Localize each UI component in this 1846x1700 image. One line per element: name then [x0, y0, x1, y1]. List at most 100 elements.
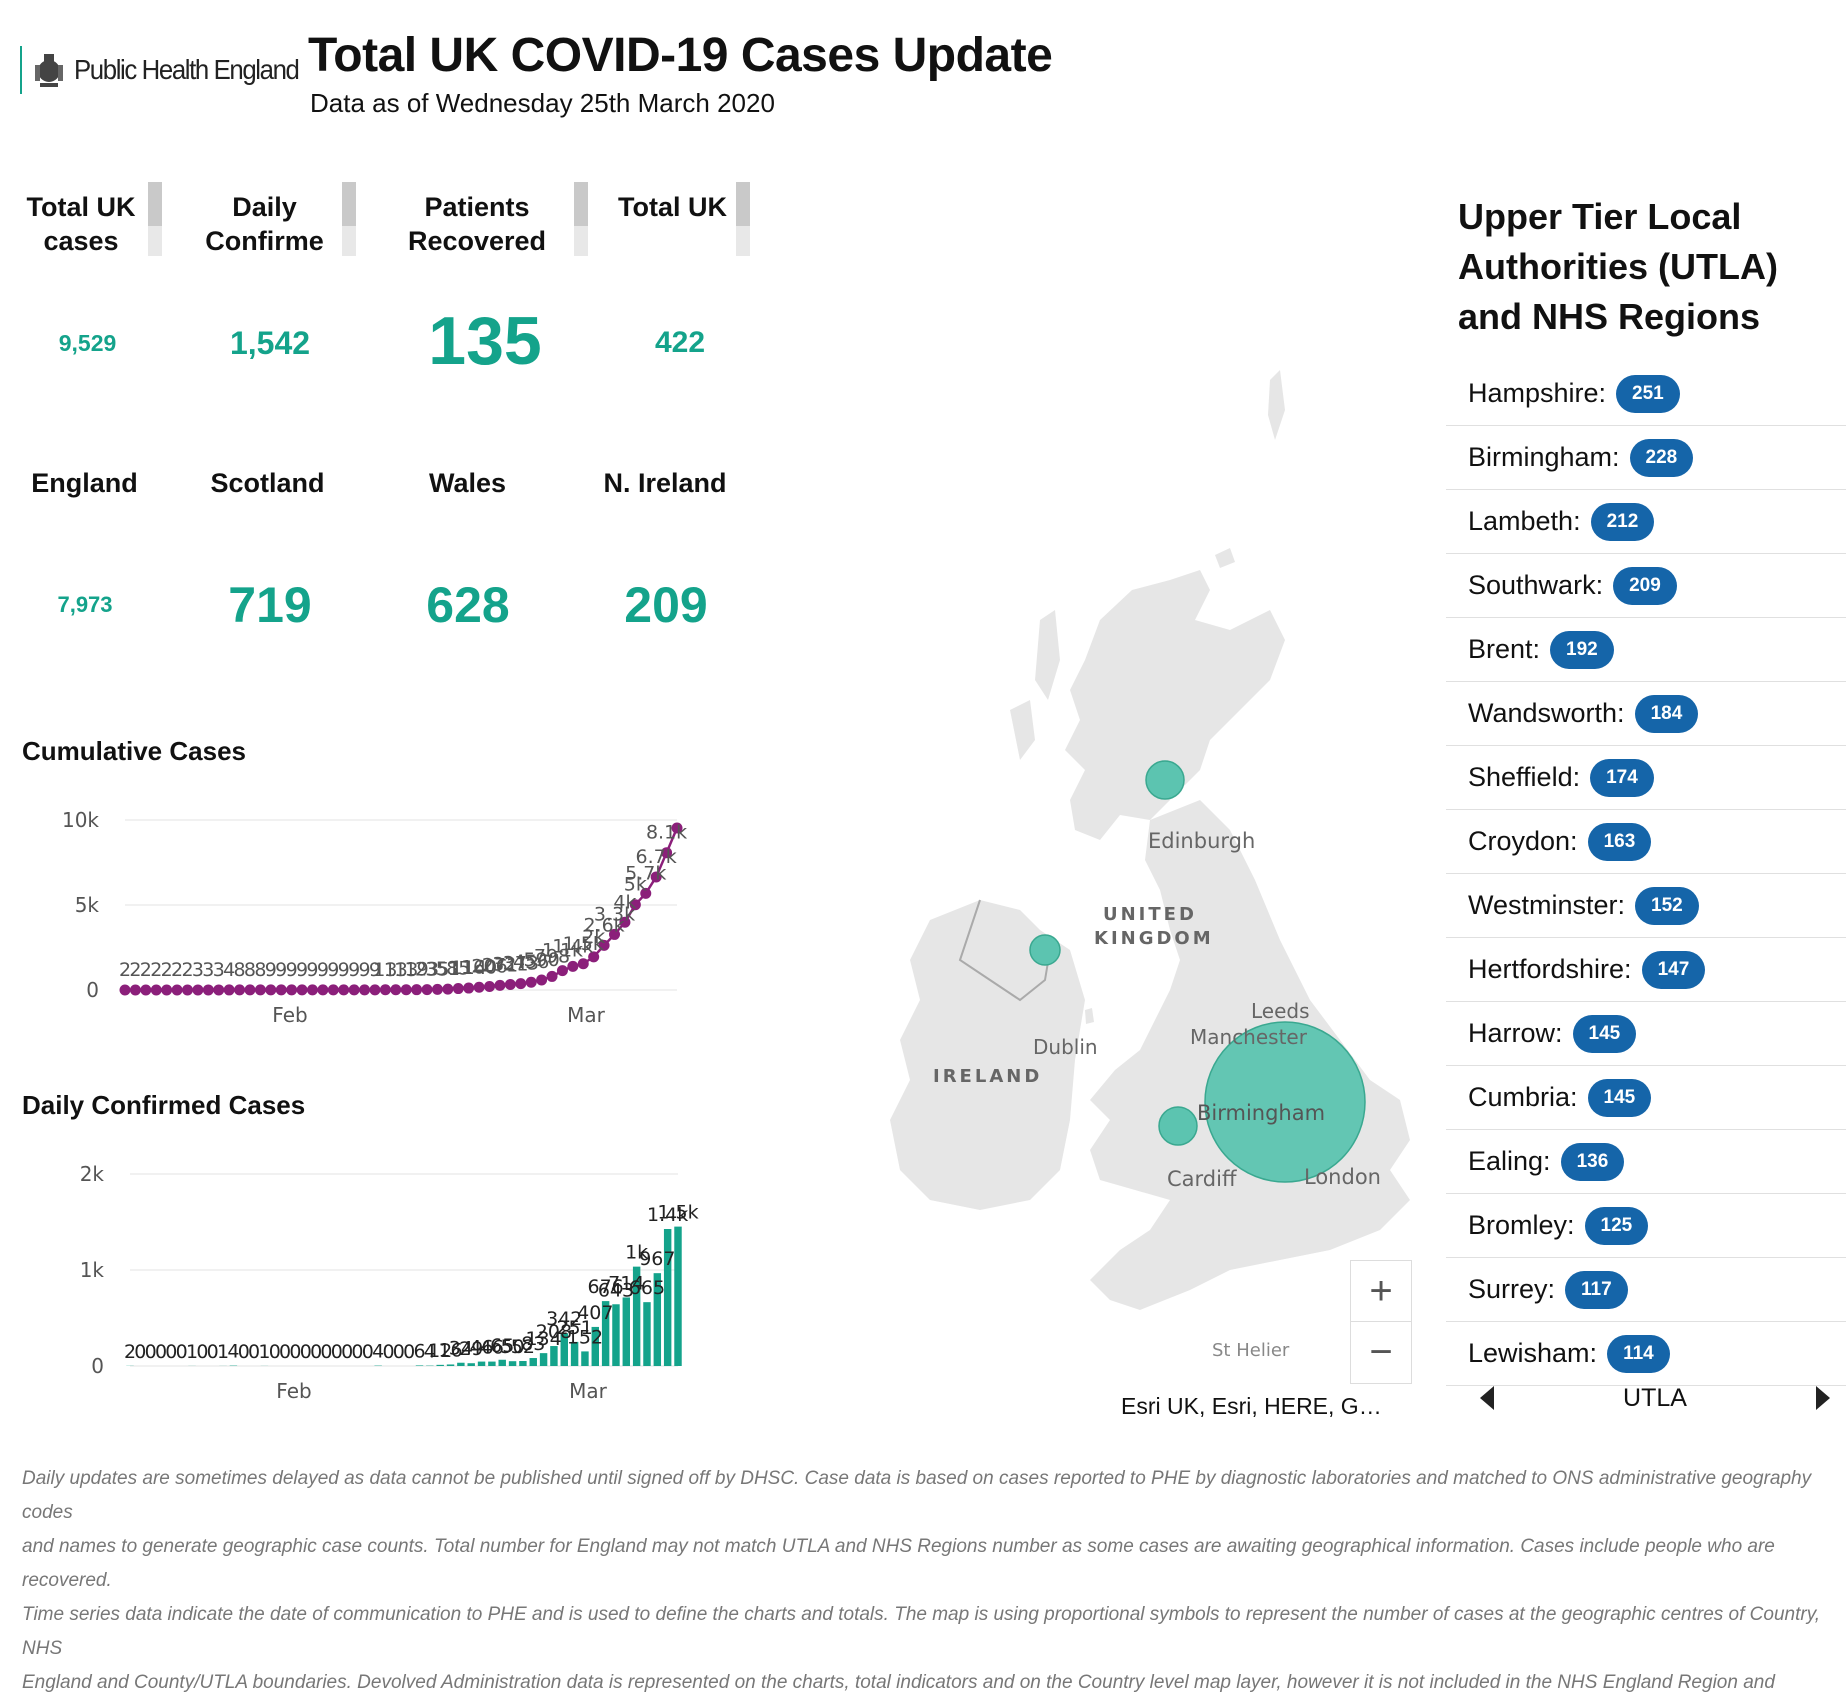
data-point[interactable]	[338, 984, 349, 995]
bar[interactable]	[530, 1358, 537, 1366]
utla-list-item[interactable]: Southwark:209	[1446, 554, 1846, 618]
indicator-scrollbar[interactable]	[736, 182, 750, 256]
data-point[interactable]	[234, 984, 245, 995]
utla-list-item[interactable]: Croydon:163	[1446, 810, 1846, 874]
indicator-scrollbar[interactable]	[148, 182, 162, 256]
utla-list-item[interactable]: Harrow:145	[1446, 1002, 1846, 1066]
utla-list-item[interactable]: Sheffield:174	[1446, 746, 1846, 810]
utla-count-badge: 184	[1635, 695, 1699, 733]
bar[interactable]	[643, 1302, 650, 1366]
map-attribution[interactable]: Esri UK, Esri, HERE, G…	[1115, 1390, 1431, 1422]
utla-list-item[interactable]: Lewisham:114	[1446, 1322, 1846, 1386]
utla-name: Westminster:	[1468, 890, 1625, 921]
bar[interactable]	[509, 1361, 516, 1366]
data-point[interactable]	[151, 984, 162, 995]
bar[interactable]	[488, 1362, 495, 1366]
data-point[interactable]	[328, 984, 339, 995]
map-label-kingdom: KINGDOM	[1094, 928, 1214, 949]
data-point[interactable]	[140, 984, 151, 995]
data-point[interactable]	[265, 984, 276, 995]
utla-pager-label: UTLA	[1623, 1384, 1687, 1413]
data-point[interactable]	[244, 984, 255, 995]
data-point[interactable]	[172, 984, 183, 995]
zoom-out-button[interactable]: −	[1351, 1322, 1411, 1382]
data-point[interactable]	[453, 983, 464, 994]
utla-list-item[interactable]: Cumbria:145	[1446, 1066, 1846, 1130]
data-point[interactable]	[474, 982, 485, 993]
data-point[interactable]	[182, 984, 193, 995]
bar[interactable]	[447, 1364, 454, 1366]
data-point[interactable]	[484, 981, 495, 992]
bar[interactable]	[519, 1361, 526, 1366]
data-point[interactable]	[390, 984, 401, 995]
utla-list-item[interactable]: Lambeth:212	[1446, 490, 1846, 554]
utla-list-item[interactable]: Ealing:136	[1446, 1130, 1846, 1194]
data-point[interactable]	[380, 984, 391, 995]
cases-map[interactable]: Edinburgh UNITED KINGDOM Leeds Mancheste…	[870, 240, 1425, 1425]
data-point[interactable]	[192, 984, 203, 995]
utla-count-badge: 163	[1588, 823, 1652, 861]
indicator-scrollbar[interactable]	[342, 182, 356, 256]
zoom-in-button[interactable]: +	[1351, 1261, 1411, 1322]
utla-list-item[interactable]: Westminster:152	[1446, 874, 1846, 938]
data-point[interactable]	[130, 984, 141, 995]
bar[interactable]	[499, 1360, 506, 1366]
bar[interactable]	[581, 1351, 588, 1366]
footer-line: Time series data indicate the date of co…	[22, 1598, 1842, 1666]
utla-list-item[interactable]: Wandsworth:184	[1446, 682, 1846, 746]
data-point[interactable]	[161, 984, 172, 995]
utla-list-item[interactable]: Brent: 192	[1446, 618, 1846, 682]
data-point[interactable]	[276, 984, 287, 995]
next-arrow-icon[interactable]	[1816, 1386, 1830, 1410]
footer-notes: Daily updates are sometimes delayed as d…	[22, 1462, 1842, 1700]
data-point[interactable]	[255, 984, 266, 995]
utla-name: Surrey:	[1468, 1274, 1555, 1305]
data-point[interactable]	[422, 984, 433, 995]
indicator-wales-value: 628	[398, 576, 538, 634]
x-tick-label: Feb	[276, 1379, 311, 1403]
data-point[interactable]	[494, 980, 505, 991]
bar[interactable]	[623, 1297, 630, 1366]
data-point[interactable]	[369, 984, 380, 995]
data-point[interactable]	[411, 984, 422, 995]
bar[interactable]	[457, 1363, 464, 1366]
data-point[interactable]	[349, 984, 360, 995]
indicator-scrollbar[interactable]	[574, 182, 588, 256]
utla-name: Hertfordshire:	[1468, 954, 1632, 985]
utla-list-item[interactable]: Birmingham:228	[1446, 426, 1846, 490]
utla-count-badge: 145	[1573, 1015, 1637, 1053]
data-point[interactable]	[401, 984, 412, 995]
utla-name: Brent:	[1468, 634, 1540, 665]
data-point[interactable]	[203, 984, 214, 995]
data-point[interactable]	[307, 984, 318, 995]
utla-list-item[interactable]: Surrey:117	[1446, 1258, 1846, 1322]
bar[interactable]	[540, 1353, 547, 1366]
utla-list-item[interactable]: Bromley:125	[1446, 1194, 1846, 1258]
utla-list-item[interactable]: Hampshire:251	[1446, 362, 1846, 426]
data-point[interactable]	[515, 978, 526, 989]
data-point[interactable]	[213, 984, 224, 995]
data-point[interactable]	[120, 984, 131, 995]
bar[interactable]	[467, 1363, 474, 1366]
data-point[interactable]	[286, 984, 297, 995]
data-point[interactable]	[297, 984, 308, 995]
data-point[interactable]	[317, 984, 328, 995]
prev-arrow-icon[interactable]	[1480, 1386, 1494, 1410]
utla-count-badge: 192	[1550, 631, 1614, 669]
data-point[interactable]	[442, 984, 453, 995]
y-tick-label: 10k	[62, 808, 99, 832]
data-point[interactable]	[463, 983, 474, 994]
data-point[interactable]	[432, 984, 443, 995]
utla-list-item[interactable]: Hertfordshire:147	[1446, 938, 1846, 1002]
data-point[interactable]	[526, 977, 537, 988]
data-point[interactable]	[224, 984, 235, 995]
data-point[interactable]	[505, 979, 516, 990]
bar[interactable]	[416, 1365, 423, 1366]
data-label: 8.1k	[646, 822, 687, 844]
data-point[interactable]	[536, 974, 547, 985]
bar[interactable]	[478, 1362, 485, 1366]
data-point[interactable]	[359, 984, 370, 995]
bar[interactable]	[436, 1365, 443, 1366]
